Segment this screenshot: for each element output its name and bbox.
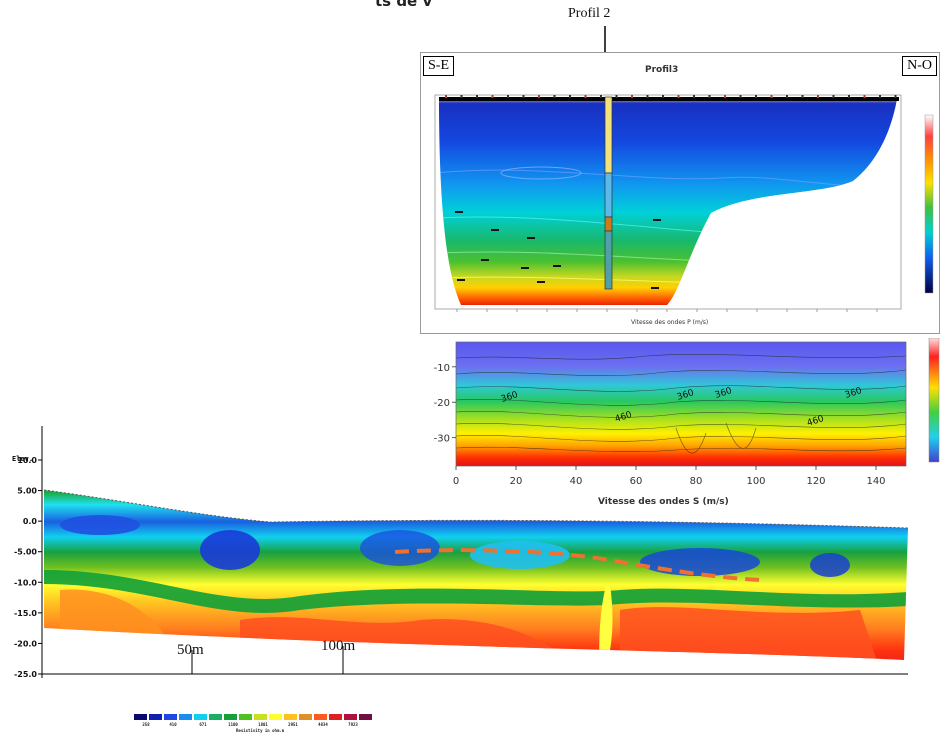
surface-tick [553, 95, 556, 98]
s-wave-y-tick-label: -10 [434, 363, 450, 374]
ert-section: 10.0 5.00 0.0 -5.00 -10.0 -15.0 -20.0 -25.0 [14, 426, 909, 679]
ert-y-tick-label: 0.0 [23, 517, 38, 526]
s-wave-y-tick-label: -30 [434, 434, 450, 445]
surface-tick [770, 95, 773, 98]
surface-tick [662, 95, 664, 98]
surface-tick [879, 95, 881, 98]
p-wave-title: Profil3 [645, 65, 679, 75]
ert-colorbar-swatch [329, 714, 342, 720]
surface-tick [631, 95, 633, 98]
ert-colorbar-swatch [284, 714, 297, 720]
surface-tick [600, 95, 602, 98]
surface-tick [538, 95, 540, 98]
distance-mark-50m: 50m [177, 642, 204, 658]
ert-y-tick-label: 5.00 [17, 487, 37, 496]
surface-tick [491, 95, 494, 98]
ert-colorbar-swatch [359, 714, 372, 720]
surface-tick [832, 95, 835, 98]
surface-tick [848, 95, 850, 98]
ert-colorbar-value: 4834 [318, 722, 328, 727]
surface-tick [786, 95, 788, 98]
p-wave-plot [434, 94, 934, 312]
ert-colorbar-label: Resistivity in ohm.m [236, 728, 285, 733]
ert-y-tick-label: -10.0 [14, 578, 37, 587]
surface-tick [615, 95, 618, 98]
surface-tick [460, 95, 463, 98]
ert-colorbar-swatch [179, 714, 192, 720]
surface-tick [894, 95, 897, 98]
p-wave-xlabel: Vitesse des ondes P (m/s) [631, 319, 709, 326]
ert-y-tick-label: -15.0 [14, 609, 37, 618]
s-wave-panel: 360 360 360 460 460 360 -10 -20 -30 0 20 40 60 80 10… [426, 338, 944, 518]
s-wave-x-tick-label: 60 [630, 476, 643, 487]
surface-tick [507, 95, 509, 98]
surface-tick [801, 95, 804, 98]
ert-colorbar-swatch [209, 714, 222, 720]
surface-tick [817, 95, 819, 98]
ert-colorbar-value: 410 [169, 722, 177, 727]
ert-elev-label: Elev. [12, 455, 34, 463]
surface-tick [677, 95, 680, 98]
ert-y-tick-label: 10.0 [17, 456, 37, 465]
ert-colorbar-swatch [239, 714, 252, 720]
ert-y-tick-label: -25.0 [14, 670, 37, 679]
surface-tick [863, 95, 866, 98]
ert-colorbar-swatch [344, 714, 357, 720]
ert-colorbar: 258 410 671 1100 1801 2951 4834 7923 Resistivit… [134, 714, 424, 736]
ert-y-tick-label: -20.0 [14, 639, 37, 648]
surface-tick [724, 95, 726, 98]
surface-tick [708, 95, 711, 98]
surface-tick [569, 95, 571, 98]
surface-tick [476, 95, 478, 98]
ert-y-tick-label: -5.00 [14, 548, 37, 557]
ert-colorbar-swatch [314, 714, 327, 720]
surface-tick [522, 95, 525, 98]
p-wave-right-label: N-O [902, 56, 937, 76]
ert-colorbar-swatch [149, 714, 162, 720]
surface-tick [584, 95, 587, 98]
ert-colorbar-value: 258 [142, 722, 150, 727]
page-header-fragment: ts de v [375, 0, 433, 10]
s-wave-x-tick-label: 100 [746, 476, 765, 487]
ert-colorbar-swatch [224, 714, 237, 720]
surface-tick [646, 95, 649, 98]
surface-tick [693, 95, 695, 98]
s-wave-y-tick-label: -20 [434, 398, 450, 409]
ert-colorbar-swatch [254, 714, 267, 720]
distance-mark-100m: 100m [321, 638, 356, 654]
surface-tick [755, 95, 757, 98]
s-wave-x-tick-label: 140 [866, 476, 885, 487]
ert-colorbar-value: 2951 [288, 722, 298, 727]
surface-tick [739, 95, 742, 98]
ert-colorbar-value: 671 [199, 722, 207, 727]
ert-colorbar-swatch [194, 714, 207, 720]
ert-colorbar-swatch [299, 714, 312, 720]
p-wave-left-label: S-E [423, 56, 454, 76]
s-wave-x-tick-label: 40 [570, 476, 583, 487]
ert-colorbar-swatch [164, 714, 177, 720]
p-wave-panel: S-E N-O Profil3 [420, 52, 940, 334]
ert-colorbar-swatch [134, 714, 147, 720]
ert-colorbar-swatch [269, 714, 282, 720]
s-wave-xlabel: Vitesse des ondes S (m/s) [598, 497, 729, 507]
ert-colorbar-value: 7923 [348, 722, 358, 727]
surface-tick [445, 95, 447, 98]
ert-colorbar-value: 1801 [258, 722, 268, 727]
profile-marker-label: Profil 2 [568, 6, 611, 21]
s-wave-x-tick-label: 0 [453, 476, 459, 487]
s-wave-x-tick-label: 80 [690, 476, 703, 487]
ert-colorbar-value: 1100 [228, 722, 238, 727]
s-wave-x-tick-label: 20 [510, 476, 523, 487]
s-wave-x-tick-label: 120 [806, 476, 825, 487]
